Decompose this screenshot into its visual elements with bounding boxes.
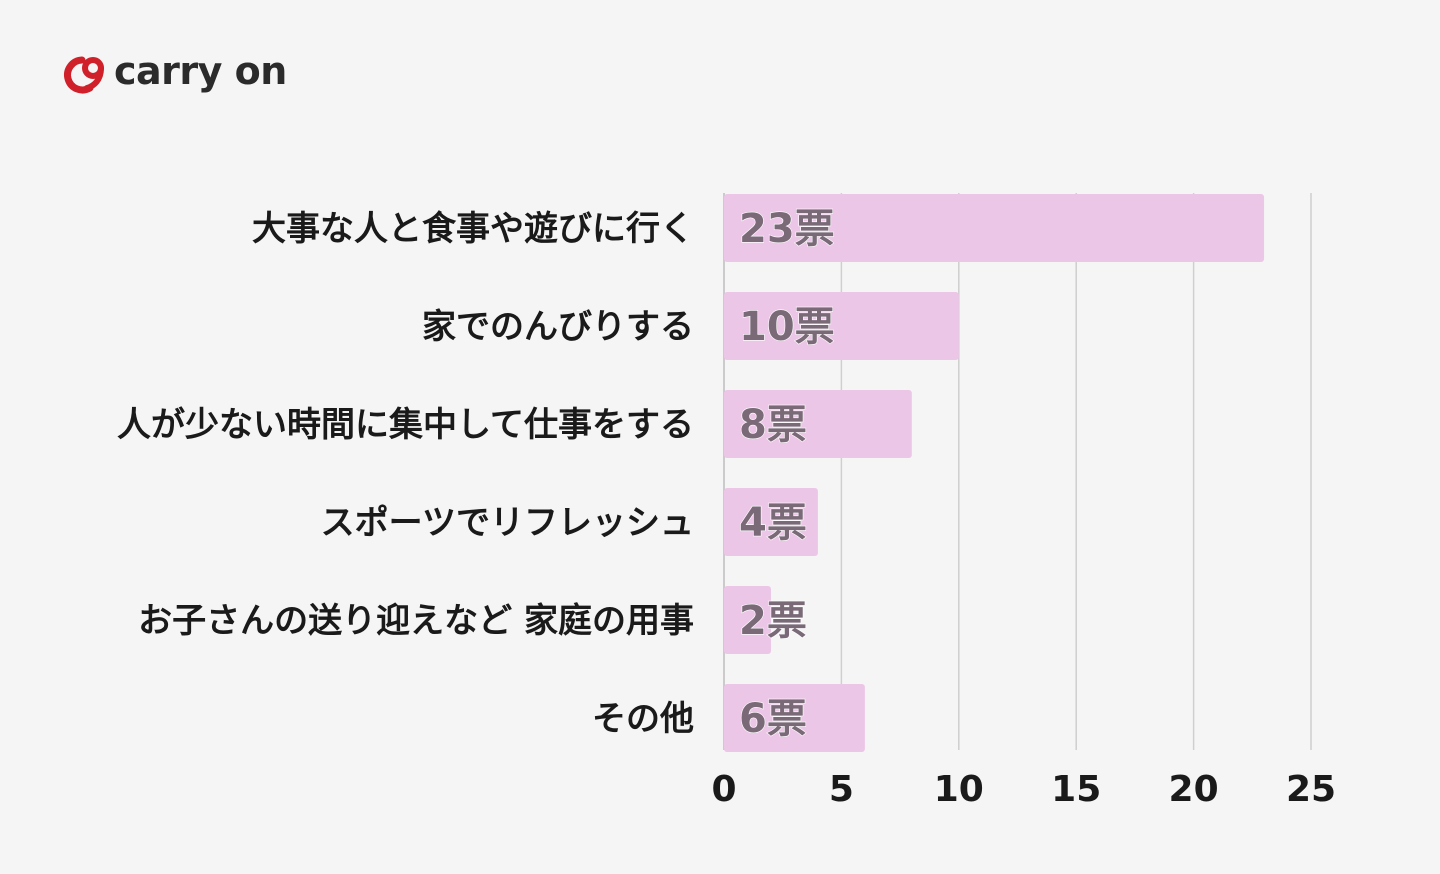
bar-value-label: 8票 — [739, 402, 807, 448]
x-tick-label: 20 — [1169, 769, 1219, 810]
x-tick-label: 15 — [1051, 769, 1101, 810]
bar-value-label: 2票 — [739, 598, 807, 644]
bar — [724, 586, 771, 654]
bar-value-label: 4票 — [739, 500, 807, 546]
category-label: スポーツでリフレッシュ — [321, 503, 694, 543]
value-labels: 23票 10票 8票 4票 2票 6票 — [738, 205, 835, 742]
bar — [724, 194, 1265, 262]
bar-value-label: 23票 — [739, 206, 835, 252]
x-tick-label: 0 — [711, 769, 736, 810]
brand-name: carry on — [114, 49, 287, 93]
category-label: 家でのんびりする — [422, 307, 694, 347]
bar — [724, 390, 912, 458]
category-labels: 大事な人と食事や遊びに行く家でのんびりする人が少ない時間に集中して仕事をするスポ… — [117, 209, 694, 739]
bar — [724, 292, 959, 360]
x-tick-label: 5 — [829, 769, 854, 810]
bar-value-label: 6票 — [739, 696, 807, 742]
bar — [724, 684, 865, 752]
x-tick-label: 25 — [1286, 769, 1336, 810]
bar-value-label: 10票 — [739, 304, 835, 350]
brand-logo: carry on — [60, 50, 287, 100]
bar — [724, 488, 818, 556]
category-label: その他 — [592, 699, 694, 739]
x-tick-label: 10 — [934, 769, 984, 810]
chart-bars — [724, 194, 1265, 752]
category-label: 人が少ない時間に集中して仕事をする — [117, 405, 694, 445]
chart-grid — [723, 193, 1312, 750]
category-label: 大事な人と食事や遊びに行く — [252, 209, 694, 249]
category-label: お子さんの送り迎えなど 家庭の用事 — [138, 601, 694, 641]
carry-on-logo-icon — [64, 56, 104, 94]
x-tick-labels: 0 5 10 15 20 25 — [711, 769, 1336, 810]
